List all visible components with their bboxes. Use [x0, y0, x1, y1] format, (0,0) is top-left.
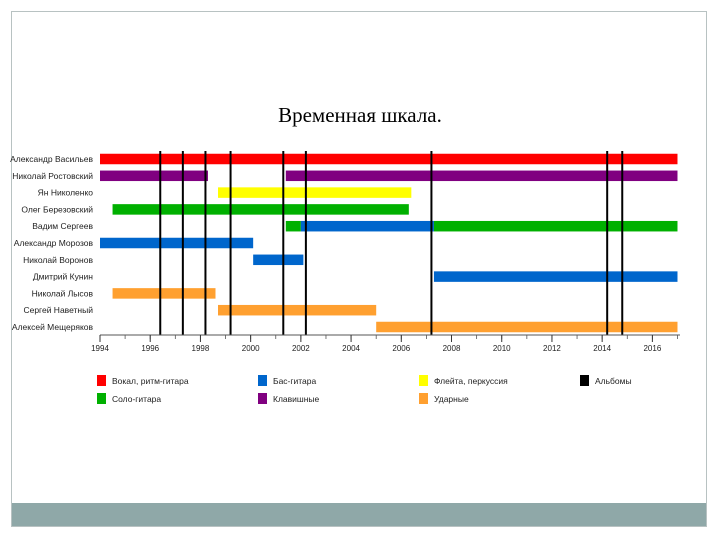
x-tick-label: 2008 [443, 344, 461, 353]
legend-swatch [97, 393, 106, 404]
timeline-bar [433, 271, 678, 282]
legend-swatch [258, 393, 267, 404]
member-label: Николай Лысов [32, 288, 94, 298]
timeline-bar [285, 170, 678, 182]
x-tick-label: 1994 [91, 344, 109, 353]
x-tick-label: 2006 [392, 344, 410, 353]
member-label: Дмитрий Кунин [33, 272, 93, 282]
timeline-bar [100, 170, 208, 182]
x-tick-label: 1996 [141, 344, 159, 353]
slide-frame [11, 11, 707, 527]
x-tick-label: 2010 [493, 344, 511, 353]
member-label: Николай Воронов [23, 255, 93, 265]
timeline-bar [100, 153, 678, 165]
member-label: Олег Березовский [21, 204, 93, 214]
timeline-bar [285, 220, 301, 232]
x-tick-label: 2012 [543, 344, 561, 353]
timeline-bar [112, 288, 216, 299]
x-tick-label: 2014 [593, 344, 611, 353]
member-label: Алексей Мещеряков [12, 322, 94, 332]
x-tick-label: 2004 [342, 344, 360, 353]
member-label: Ян Николенко [38, 188, 94, 198]
timeline-bar [218, 187, 412, 198]
member-label: Вадим Сергеев [32, 221, 93, 231]
member-label: Александр Морозов [14, 238, 94, 248]
legend-label: Флейта, перкуссия [434, 376, 508, 386]
legend-label: Бас-гитара [273, 376, 316, 386]
legend-swatch [419, 375, 428, 386]
footer-bar [12, 503, 706, 526]
legend-label: Ударные [434, 394, 469, 404]
slide-title: Временная шкала. [278, 103, 442, 127]
legend-swatch [258, 375, 267, 386]
timeline-bar [253, 254, 304, 266]
legend-label: Соло-гитара [112, 394, 161, 404]
legend-label: Клавишные [273, 394, 320, 404]
member-label: Сергей Наветный [23, 305, 93, 315]
legend-swatch [419, 393, 428, 404]
timeline-bar [218, 304, 377, 316]
legend-swatch [97, 375, 106, 386]
x-tick-label: 1998 [192, 344, 210, 353]
x-tick-label: 2000 [242, 344, 260, 353]
legend-label: Альбомы [595, 376, 632, 386]
legend-swatch [580, 375, 589, 386]
timeline-bar [433, 220, 678, 232]
member-label: Александр Васильев [10, 154, 93, 164]
timeline-bar [300, 220, 434, 232]
x-tick-label: 2016 [643, 344, 661, 353]
x-tick-label: 2002 [292, 344, 310, 353]
timeline-bar [112, 204, 409, 215]
member-label: Николай Ростовский [12, 171, 93, 181]
timeline-bar [100, 237, 254, 249]
legend-label: Вокал, ритм-гитара [112, 376, 189, 386]
timeline-bar [376, 321, 678, 333]
